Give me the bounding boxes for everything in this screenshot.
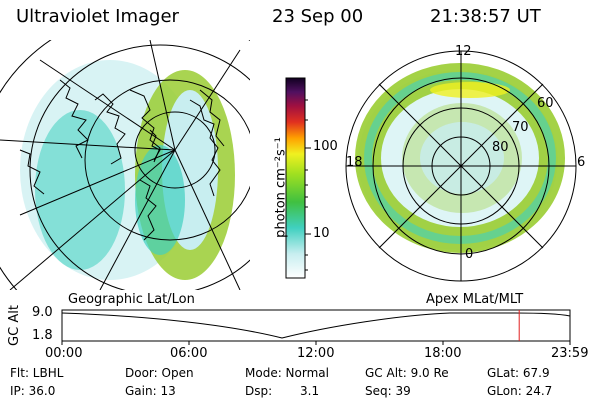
time-tick-2: 12:00 — [297, 346, 335, 361]
status-glon: GLon: 24.7 — [487, 384, 553, 398]
time-tick-1: 06:00 — [170, 346, 208, 361]
status-dsp-value: 3.1 — [300, 384, 320, 398]
status-mode: Mode: Normal — [245, 366, 329, 380]
status-filter: Flt: LBHL — [10, 366, 64, 380]
date-display: 23 Sep 00 — [272, 6, 364, 27]
app-title: Ultraviolet Imager — [16, 6, 179, 27]
time-tick-0: 00:00 — [45, 346, 83, 361]
time-tick-4: 23:59 — [551, 346, 589, 361]
colorbar-tick-10: 10 — [313, 226, 330, 241]
altitude-plot — [61, 309, 571, 345]
status-glat: GLat: 67.9 — [487, 366, 550, 380]
mlt-label-6: 6 — [577, 155, 586, 170]
altitude-y-top: 9.0 — [32, 305, 53, 320]
colorbar-tick-100: 100 — [313, 139, 338, 154]
mlat-label-70: 70 — [512, 120, 529, 135]
status-gain: Gain: 13 — [125, 384, 176, 398]
time-tick-3: 18:00 — [424, 346, 462, 361]
status-gc-altitude: GC Alt: 9.0 Re — [365, 366, 449, 380]
mlat-label-80: 80 — [492, 140, 509, 155]
time-display: 21:38:57 UT — [430, 6, 541, 27]
mlt-label-0: 0 — [465, 247, 474, 262]
mlat-label-60: 60 — [537, 96, 554, 111]
status-ip: IP: 36.0 — [10, 384, 56, 398]
mlt-label-18: 18 — [346, 155, 363, 170]
mlt-label-12: 12 — [455, 44, 472, 59]
status-sequence: Seq: 39 — [365, 384, 411, 398]
geographic-map — [0, 40, 250, 290]
status-door: Door: Open — [125, 366, 194, 380]
status-dsp-label: Dsp: — [245, 384, 273, 398]
colorbar-unit-label: photon cm⁻²s⁻¹ — [273, 137, 289, 238]
mlat-mlt-polar-plot — [345, 50, 577, 282]
altitude-y-bottom: 1.8 — [32, 328, 53, 343]
colorbar — [285, 77, 311, 279]
left-panel-caption: Geographic Lat/Lon — [68, 292, 195, 307]
altitude-axis-label: GC Alt — [6, 305, 22, 346]
right-panel-caption: Apex MLat/MLT — [426, 292, 524, 307]
